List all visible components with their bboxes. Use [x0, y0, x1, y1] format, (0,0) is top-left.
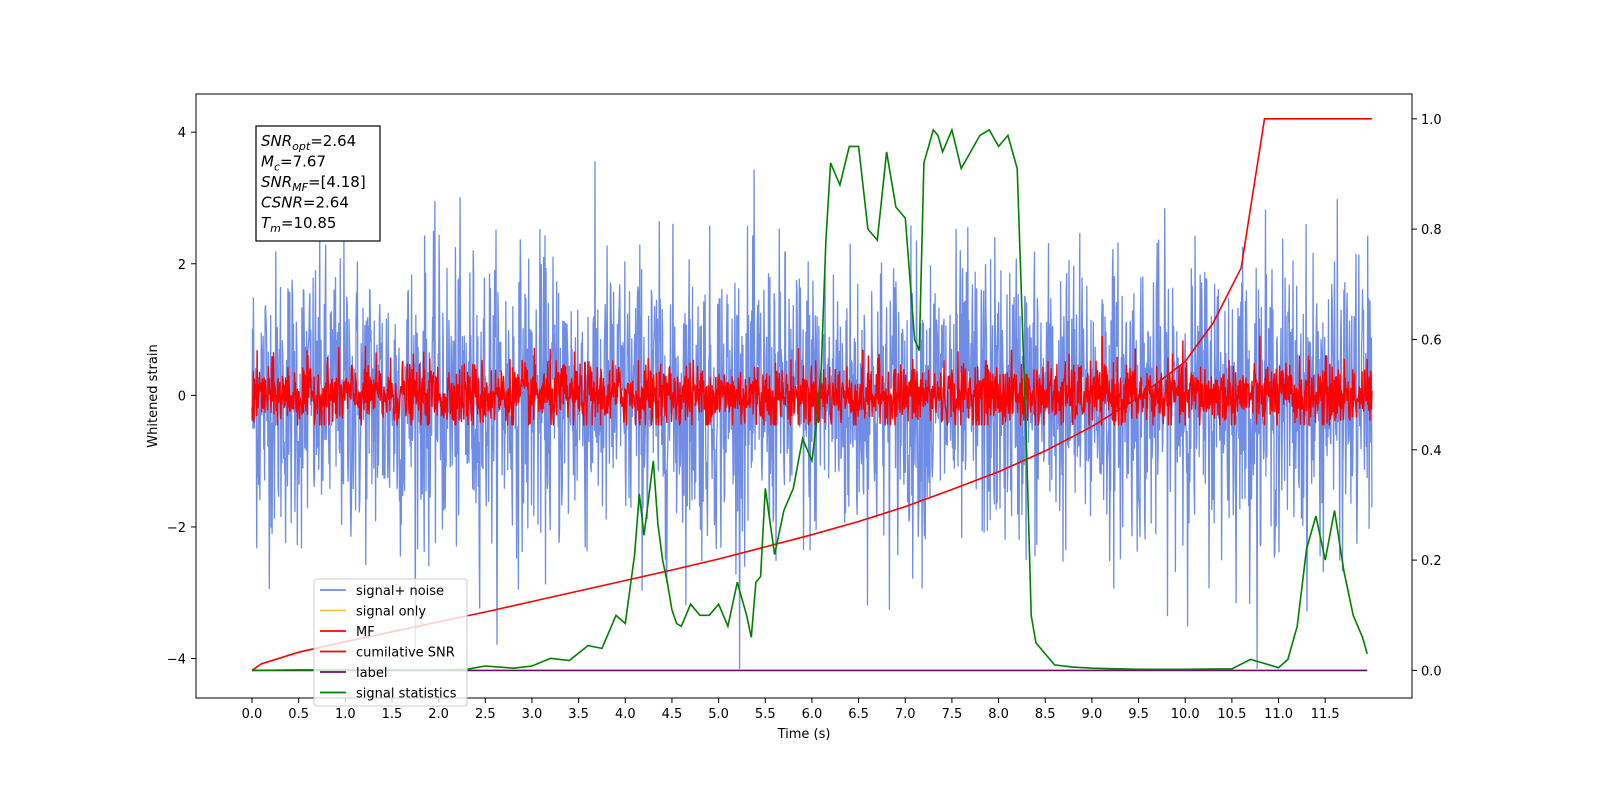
annotation-value: =7.67 — [280, 153, 326, 171]
x-tick-label: 8.0 — [988, 707, 1009, 722]
annotation-symbol: T — [261, 214, 272, 232]
annotation-value: =10.85 — [281, 214, 337, 232]
x-tick-label: 3.0 — [522, 707, 543, 722]
x-axis-label: Time (s) — [777, 727, 831, 742]
x-tick-label: 2.5 — [475, 707, 496, 722]
annotation-symbol: CSNR — [261, 194, 303, 212]
x-tick-label: 11.0 — [1264, 707, 1293, 722]
x-tick-label: 5.0 — [708, 707, 729, 722]
x-tick-label: 2.0 — [428, 707, 449, 722]
series-signal-noise — [251, 160, 1373, 670]
annotation-value: =2.64 — [310, 132, 356, 150]
y2-tick-label: 0.8 — [1421, 223, 1442, 238]
annotation-frame — [255, 125, 381, 242]
plot-frame — [195, 93, 1413, 699]
annotation-symbol: SNR — [261, 173, 292, 191]
y-tick-label: 2 — [178, 258, 186, 273]
x-tick-label: 8.5 — [1035, 707, 1056, 722]
axes: 0.0 0.5 1.0 1.5 2.0 2.5 3.0 3.5 4.0 4.5 5.0 5.5 6.0 6… — [167, 93, 1442, 722]
x-tick-label: 1.0 — [335, 707, 356, 722]
annotation-csnr: CSNR=2.64 — [261, 194, 349, 212]
x-tick-label: 0.0 — [242, 707, 263, 722]
annotation-subscript: MF — [292, 181, 308, 194]
x-tick-label: 10.5 — [1217, 707, 1246, 722]
legend-entry: signal statistics — [356, 687, 457, 702]
x-tick-label: 5.5 — [755, 707, 776, 722]
y-tick-label: −2 — [167, 521, 186, 536]
x-tick-label: 0.5 — [288, 707, 309, 722]
x-tick-label: 10.0 — [1171, 707, 1200, 722]
series-mf — [251, 335, 1373, 426]
x-tick-label: 9.5 — [1128, 707, 1149, 722]
x-tick-label: 11.5 — [1311, 707, 1340, 722]
annotation-subscript: m — [270, 222, 281, 235]
annotation-tm: Tm=10.85 — [261, 214, 336, 235]
y-tick-label: 0 — [178, 389, 186, 404]
annotation-mc: Mc=7.67 — [261, 153, 326, 174]
annotation-value: =[4.18] — [308, 173, 366, 191]
y2-tick-label: 0.4 — [1421, 444, 1442, 459]
annotation-box: SNRopt=2.64Mc=7.67SNRMF=[4.18]CSNR=2.64T… — [255, 125, 381, 242]
x-tick-label: 6.5 — [848, 707, 869, 722]
legend-entry: signal only — [356, 605, 426, 620]
x-tick-label: 1.5 — [382, 707, 403, 722]
x-tick-label: 9.0 — [1082, 707, 1103, 722]
annotation-snr-opt: SNRopt=2.64 — [261, 132, 356, 153]
legend-entry: label — [356, 666, 387, 681]
x-tick-label: 3.5 — [568, 707, 589, 722]
annotation-symbol: SNR — [261, 132, 292, 150]
y2-tick-label: 0.2 — [1421, 554, 1442, 569]
annotation-subscript: opt — [292, 140, 311, 153]
y2-tick-label: 0.6 — [1421, 333, 1442, 348]
series-signal-statistics — [251, 127, 1368, 672]
legend-entry: signal+ noise — [356, 584, 444, 599]
y2-tick-label: 0.0 — [1421, 664, 1442, 679]
annotation-subscript: c — [274, 161, 280, 174]
y-tick-label: −4 — [167, 653, 186, 668]
annotation-symbol: M — [261, 153, 274, 171]
legend-entry: MF — [356, 625, 375, 640]
y2-tick-label: 1.0 — [1421, 113, 1442, 128]
x-tick-label: 7.5 — [942, 707, 963, 722]
y-tick-label: 4 — [178, 126, 186, 141]
annotation-snr-mf: SNRMF=[4.18] — [261, 173, 366, 194]
x-tick-label: 6.0 — [802, 707, 823, 722]
x-tick-label: 7.0 — [895, 707, 916, 722]
x-tick-label: 4.0 — [615, 707, 636, 722]
legend-frame — [313, 578, 468, 707]
legend-entry: cumilative SNR — [356, 646, 455, 661]
y-axis-label: Whitened strain — [146, 344, 161, 447]
x-tick-label: 4.5 — [662, 707, 683, 722]
annotation-value: =2.64 — [303, 194, 349, 212]
legend: signal+ noise signal only MF cumilative SNR… — [313, 578, 468, 707]
